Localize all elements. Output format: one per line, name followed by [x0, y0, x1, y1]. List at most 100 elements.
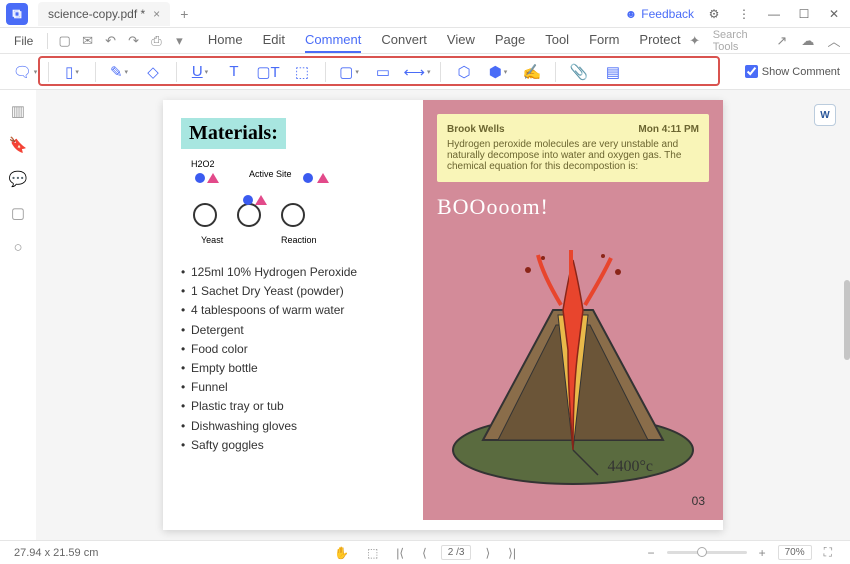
word-export-badge[interactable]: W	[814, 104, 836, 126]
document-viewport[interactable]: W Materials: H2O2 Active Site Yeast Reac…	[36, 90, 850, 540]
fit-page-icon[interactable]: ⛶	[820, 545, 836, 560]
temperature-label: 4400°c	[608, 458, 654, 476]
file-menu[interactable]: File	[8, 34, 39, 48]
zoom-out-icon[interactable]: −	[644, 546, 659, 560]
label-h2o2: H2O2	[191, 159, 215, 169]
tab-title: science-copy.pdf *	[48, 7, 145, 21]
left-sidebar: ▥ 🔖 💬 ▢ ○	[0, 90, 36, 540]
tab-edit[interactable]: Edit	[263, 28, 285, 53]
search-tools-input[interactable]: Search Tools	[713, 29, 764, 53]
save-icon[interactable]: ▢	[56, 32, 73, 50]
print-dropdown-icon[interactable]: ▾	[171, 32, 188, 50]
tab-protect[interactable]: Protect	[639, 28, 680, 53]
comment-box-icon[interactable]: ▭	[368, 59, 398, 85]
page-dimensions: 27.94 x 21.59 cm	[14, 547, 98, 559]
more-icon[interactable]: ⋮	[734, 4, 754, 24]
label-active-site: Active Site	[249, 169, 292, 179]
materials-heading: Materials:	[181, 118, 286, 149]
sticky-note[interactable]: Brook Wells Mon 4:11 PM Hydrogen peroxid…	[437, 114, 709, 182]
callout-tool-icon[interactable]: ⬚	[287, 59, 317, 85]
list-item: Dishwashing gloves	[181, 417, 405, 436]
page-left: Materials: H2O2 Active Site Yeast Reacti…	[163, 100, 423, 520]
highlight-tool-icon[interactable]: ▯	[57, 59, 87, 85]
note-tool-icon[interactable]: 🗨	[10, 59, 40, 85]
signature-tool-icon[interactable]: ✍	[517, 59, 547, 85]
tab-tool[interactable]: Tool	[545, 28, 569, 53]
note-author: Brook Wells	[447, 124, 505, 135]
undo-icon[interactable]: ↶	[102, 32, 119, 50]
attachments-icon[interactable]: ▢	[9, 204, 27, 222]
zoom-thumb[interactable]	[697, 547, 707, 557]
boom-text: BOOooom!	[437, 194, 709, 220]
molecule-diagram: H2O2 Active Site Yeast Reaction	[181, 159, 405, 249]
tab-form[interactable]: Form	[589, 28, 619, 53]
last-page-icon[interactable]: ⟩|	[504, 546, 520, 560]
feedback-label: Feedback	[641, 7, 694, 21]
maximize-button[interactable]: ☐	[794, 4, 814, 24]
minimize-button[interactable]: —	[764, 4, 784, 24]
tab-view[interactable]: View	[447, 28, 475, 53]
volcano-illustration	[443, 250, 703, 490]
comments-panel-icon[interactable]: ▤	[598, 59, 628, 85]
print-icon[interactable]: ⎙	[148, 32, 165, 50]
underline-tool-icon[interactable]: U	[185, 59, 215, 85]
attachment-tool-icon[interactable]: 📎	[564, 59, 594, 85]
list-item: Detergent	[181, 321, 405, 340]
list-item: Safty goggles	[181, 436, 405, 455]
redo-icon[interactable]: ↷	[125, 32, 142, 50]
zoom-slider[interactable]	[667, 551, 747, 554]
measure-tool-icon[interactable]: ⟷	[402, 59, 432, 85]
prev-page-icon[interactable]: ⟨	[418, 546, 431, 560]
cloud-icon[interactable]: ☁	[800, 32, 816, 50]
show-comment-label: Show Comment	[762, 66, 840, 78]
list-item: Empty bottle	[181, 359, 405, 378]
menu-tabs: Home Edit Comment Convert View Page Tool…	[208, 28, 681, 53]
list-item: Funnel	[181, 378, 405, 397]
shape-tool-icon[interactable]: ▢	[334, 59, 364, 85]
materials-list: 125ml 10% Hydrogen Peroxide 1 Sachet Dry…	[181, 263, 405, 455]
tab-convert[interactable]: Convert	[381, 28, 427, 53]
new-tab-button[interactable]: +	[180, 6, 188, 22]
eraser-tool-icon[interactable]: ◇	[138, 59, 168, 85]
show-comment-toggle[interactable]: Show Comment	[745, 65, 840, 78]
label-reaction: Reaction	[281, 235, 317, 245]
app-icon: ⧉	[6, 3, 28, 25]
note-time: Mon 4:11 PM	[638, 124, 699, 135]
settings-icon[interactable]: ⚙	[704, 4, 724, 24]
textbox-tool-icon[interactable]: ▢T	[253, 59, 283, 85]
search-icon[interactable]: ○	[9, 238, 27, 256]
zoom-in-icon[interactable]: +	[755, 546, 770, 560]
document-tab[interactable]: science-copy.pdf * ×	[38, 2, 170, 26]
select-tool-icon[interactable]: ⬚	[363, 546, 382, 560]
share-icon[interactable]: ↗	[774, 32, 790, 50]
pencil-tool-icon[interactable]: ✎	[104, 59, 134, 85]
comments-icon[interactable]: 💬	[9, 170, 27, 188]
bookmarks-icon[interactable]: 🔖	[9, 136, 27, 154]
thumbnails-icon[interactable]: ▥	[9, 102, 27, 120]
text-tool-icon[interactable]: T	[219, 59, 249, 85]
page-right: Brook Wells Mon 4:11 PM Hydrogen peroxid…	[423, 100, 723, 520]
wand-icon[interactable]: ✦	[687, 32, 703, 50]
scrollbar-thumb[interactable]	[844, 280, 850, 360]
feedback-button[interactable]: ☻ Feedback	[625, 7, 694, 21]
next-page-icon[interactable]: ⟩	[481, 546, 494, 560]
zoom-percent[interactable]: 70%	[778, 545, 812, 560]
show-comment-checkbox[interactable]	[745, 65, 758, 78]
collapse-ribbon-icon[interactable]: ︿	[826, 32, 842, 50]
feedback-icon: ☻	[625, 7, 638, 21]
tab-page[interactable]: Page	[495, 28, 525, 53]
list-item: 1 Sachet Dry Yeast (powder)	[181, 282, 405, 301]
tab-home[interactable]: Home	[208, 28, 243, 53]
stamp-tool-icon[interactable]: ⬡	[449, 59, 479, 85]
list-item: Food color	[181, 340, 405, 359]
tab-comment[interactable]: Comment	[305, 28, 361, 53]
page-indicator[interactable]: 2 /3	[441, 545, 472, 560]
note-body: Hydrogen peroxide molecules are very uns…	[447, 139, 699, 172]
tab-close-icon[interactable]: ×	[153, 7, 160, 21]
close-window-button[interactable]: ✕	[824, 4, 844, 24]
first-page-icon[interactable]: |⟨	[392, 546, 408, 560]
hand-tool-icon[interactable]: ✋	[330, 546, 353, 560]
list-item: 125ml 10% Hydrogen Peroxide	[181, 263, 405, 282]
stamp-dropdown-icon[interactable]: ⬢	[483, 59, 513, 85]
mail-icon[interactable]: ✉	[79, 32, 96, 50]
